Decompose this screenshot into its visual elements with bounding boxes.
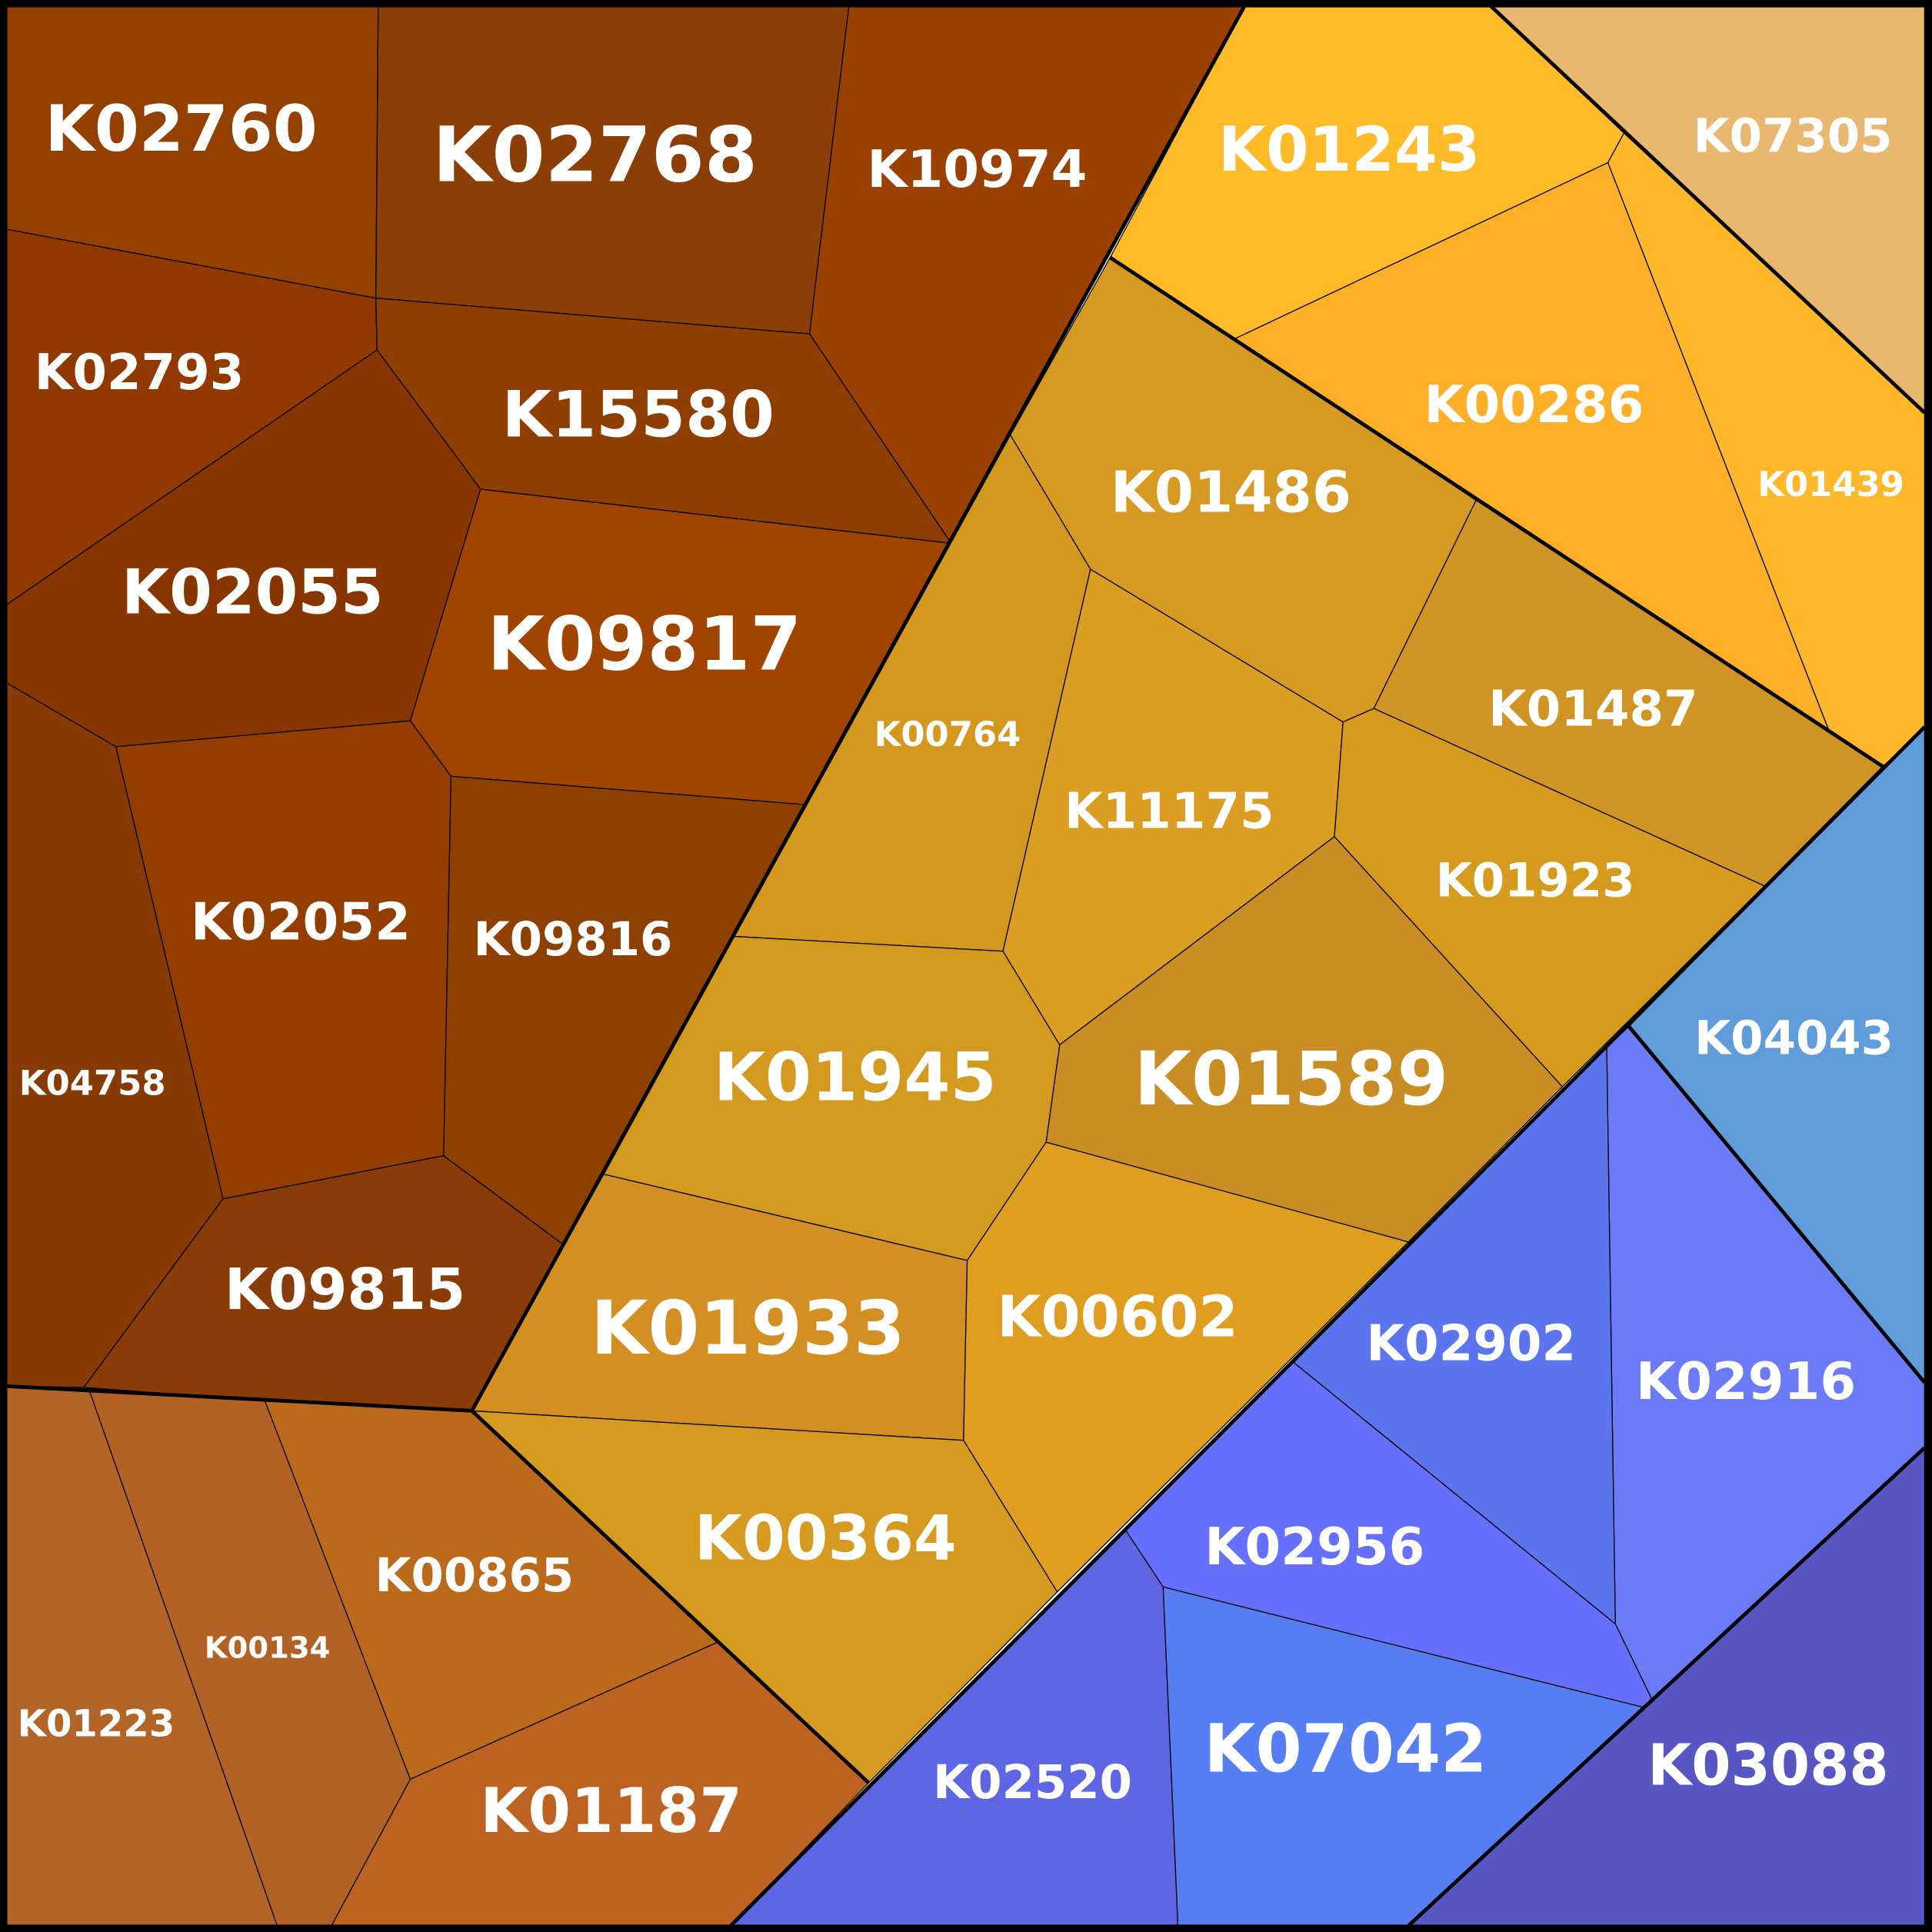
cell-label: K02052 bbox=[191, 892, 411, 952]
cell-label: K09817 bbox=[487, 601, 801, 688]
cell-label: K01487 bbox=[1488, 681, 1698, 738]
region-border bbox=[1407, 1446, 1927, 1927]
labels: K02760 K02768 K10974 K02793 K15580 K02055 K098… bbox=[18, 92, 1904, 1847]
region-border bbox=[470, 5, 1247, 1412]
region-border bbox=[1627, 1024, 1927, 1384]
cell-label: K02768 bbox=[433, 112, 758, 200]
cell-label: K01187 bbox=[480, 1775, 742, 1847]
cell-label: K00134 bbox=[205, 1631, 331, 1666]
cell-label: K07042 bbox=[1204, 1711, 1487, 1788]
cell-label: K09816 bbox=[474, 912, 673, 967]
cell-label: K00602 bbox=[997, 1284, 1237, 1350]
cell-label: K01223 bbox=[18, 1702, 175, 1745]
cell-label: K02520 bbox=[933, 1755, 1132, 1810]
cell-label: K07305 bbox=[1694, 109, 1893, 164]
cell-label: K09815 bbox=[225, 1257, 465, 1323]
region-border bbox=[1489, 5, 1927, 415]
cell-label: K02956 bbox=[1204, 1517, 1424, 1577]
cell-label: K00286 bbox=[1424, 375, 1644, 435]
cell-label: K02916 bbox=[1636, 1351, 1856, 1411]
region-border bbox=[5, 1384, 871, 1784]
cell-label: K10974 bbox=[867, 139, 1087, 199]
region-border bbox=[1109, 255, 1884, 768]
cell-label: K11175 bbox=[1064, 784, 1274, 841]
cell-label: K15580 bbox=[502, 378, 774, 452]
cell-label: K01923 bbox=[1436, 853, 1635, 908]
cell-label: K01933 bbox=[591, 1285, 905, 1371]
cell-label: K00865 bbox=[375, 1548, 574, 1603]
region-border bbox=[729, 725, 1927, 1927]
cell-label: K02055 bbox=[122, 556, 384, 628]
cells bbox=[5, 5, 1926, 1927]
cell-label: K02793 bbox=[35, 345, 245, 401]
cell-label: K02760 bbox=[45, 92, 317, 166]
cell-label: K01589 bbox=[1134, 1036, 1449, 1122]
cell-label: K01945 bbox=[714, 1040, 997, 1117]
cell-label: K02902 bbox=[1367, 1316, 1577, 1373]
cell-label: K01486 bbox=[1111, 461, 1351, 526]
cell-label: K00764 bbox=[874, 714, 1021, 754]
cell-label: K00364 bbox=[695, 1503, 957, 1574]
cell bbox=[963, 1141, 1410, 1593]
cell-label: K01439 bbox=[1757, 464, 1904, 505]
cell-label: K04758 bbox=[19, 1062, 166, 1103]
cell-label: K01243 bbox=[1218, 114, 1481, 185]
cell-label: K04043 bbox=[1694, 1011, 1894, 1065]
cell-label: K03088 bbox=[1647, 1734, 1888, 1799]
